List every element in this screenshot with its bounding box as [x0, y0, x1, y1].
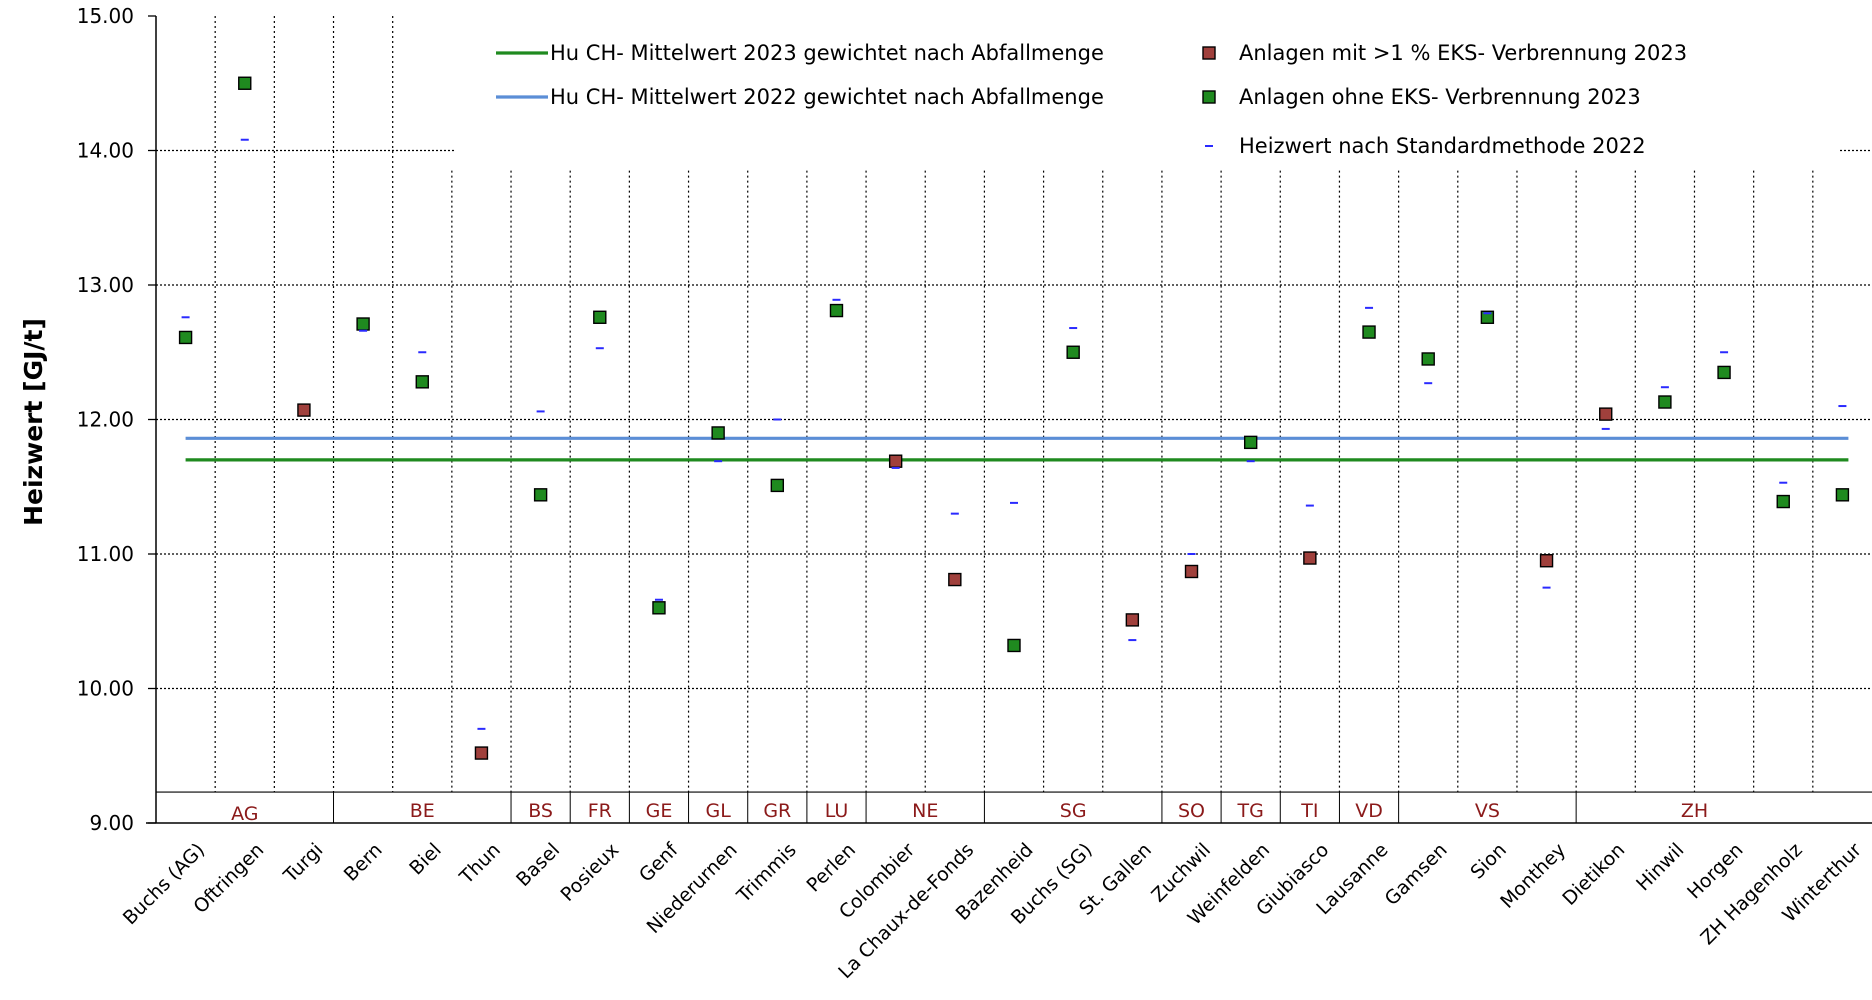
y-tick-label: 12.00: [77, 408, 134, 432]
legend-marker-swatch: [1202, 90, 1216, 104]
no-eks-point: [1421, 352, 1435, 366]
no-eks-point: [1480, 310, 1495, 324]
group-label: GL: [705, 800, 731, 822]
legend-entry-label: Anlagen mit >1 % EKS- Verbrennung 2023: [1239, 41, 1687, 65]
legend-background: [456, 28, 1836, 168]
eks-point: [948, 572, 962, 587]
legend-entry-label: Hu CH- Mittelwert 2023 gewichtet nach Ab…: [550, 41, 1104, 65]
no-eks-point: [178, 330, 193, 345]
group-label: FR: [588, 800, 612, 822]
legend: Hu CH- Mittelwert 2023 gewichtet nach Ab…: [456, 28, 1836, 168]
no-eks-point: [415, 375, 429, 389]
y-axis-label: Heizwert [GJ/t]: [19, 318, 48, 526]
no-eks-point: [1007, 638, 1021, 653]
no-eks-point: [1658, 395, 1672, 409]
x-tick-label: Perlen: [803, 839, 860, 896]
x-tick-label: ZH Hagenholz: [1696, 839, 1806, 949]
x-tick-label: Monthey: [1496, 839, 1570, 913]
eks-point: [297, 403, 311, 417]
x-tick-label: Genf: [635, 838, 683, 886]
legend-entry-label: Anlagen ohne EKS- Verbrennung 2023: [1239, 85, 1641, 109]
group-label: NE: [912, 800, 938, 822]
y-tick-label: 14.00: [77, 139, 134, 163]
group-label: ZH: [1681, 800, 1708, 822]
group-band: AG BE BS FR GE GL GR LU NE SG SO TG TI VD VS ZH: [156, 791, 1872, 825]
eks-point: [1184, 564, 1199, 579]
legend-entry-label: Hu CH- Mittelwert 2022 gewichtet nach Ab…: [550, 85, 1104, 109]
x-tick-label: Gamsen: [1381, 839, 1452, 910]
no-eks-point: [1243, 435, 1258, 450]
no-eks-point: [593, 310, 607, 324]
group-label: BS: [528, 800, 553, 822]
group-label: BE: [410, 800, 435, 822]
no-eks-point: [1776, 494, 1790, 509]
x-tick-label: Posieux: [556, 839, 623, 906]
x-tick-label: Trimmis: [732, 839, 801, 908]
group-label: GR: [763, 800, 791, 822]
group-label: LU: [825, 800, 849, 822]
eks-point: [1303, 551, 1317, 565]
y-tick-label: 10.00: [77, 677, 134, 701]
x-tick-label: Buchs (AG): [119, 839, 209, 929]
x-tick-label: Turgi: [279, 839, 328, 888]
eks-point: [474, 746, 489, 760]
eks-point: [1539, 554, 1554, 568]
no-eks-point: [711, 426, 725, 440]
group-label: GE: [646, 800, 673, 822]
no-eks-point: [829, 303, 844, 318]
y-tick-label: 11.00: [77, 542, 134, 566]
no-eks-point: [238, 76, 252, 90]
group-label: AG: [231, 803, 258, 825]
no-eks-point: [1066, 345, 1080, 359]
x-tick-label: Sion: [1466, 839, 1511, 884]
no-eks-point: [1835, 488, 1850, 502]
no-eks-point: [770, 478, 785, 493]
eks-point: [888, 454, 903, 468]
group-label: TI: [1300, 800, 1318, 822]
group-label: SO: [1178, 800, 1205, 822]
data-points: [178, 76, 1850, 760]
no-eks-point: [1362, 325, 1376, 339]
no-eks-point: [356, 317, 370, 331]
y-tick-label: 15.00: [77, 4, 134, 28]
group-label: TG: [1237, 800, 1264, 822]
eks-point: [1125, 613, 1140, 627]
group-label: VD: [1355, 800, 1383, 822]
x-tick-label: Dietikon: [1558, 839, 1629, 910]
no-eks-point: [652, 601, 666, 615]
x-tick-label: Biel: [405, 839, 446, 880]
no-eks-point: [1717, 365, 1731, 380]
legend-entry-label: Heizwert nach Standardmethode 2022: [1239, 134, 1646, 158]
x-tick-label: Basel: [512, 839, 564, 891]
group-label: VS: [1475, 800, 1500, 822]
grid-layer: [156, 16, 1872, 793]
y-tick-label: 13.00: [77, 273, 134, 297]
legend-marker-swatch: [1202, 46, 1216, 60]
eks-point: [1599, 407, 1613, 421]
y-tick-label: 9.00: [89, 811, 134, 835]
group-label: SG: [1060, 800, 1087, 822]
reference-lines: [185, 436, 1849, 462]
x-tick-label: Bern: [340, 839, 387, 886]
x-tick-label: Thun: [455, 839, 505, 889]
no-eks-point: [533, 488, 548, 502]
x-tick-label: Hinwil: [1632, 839, 1688, 895]
